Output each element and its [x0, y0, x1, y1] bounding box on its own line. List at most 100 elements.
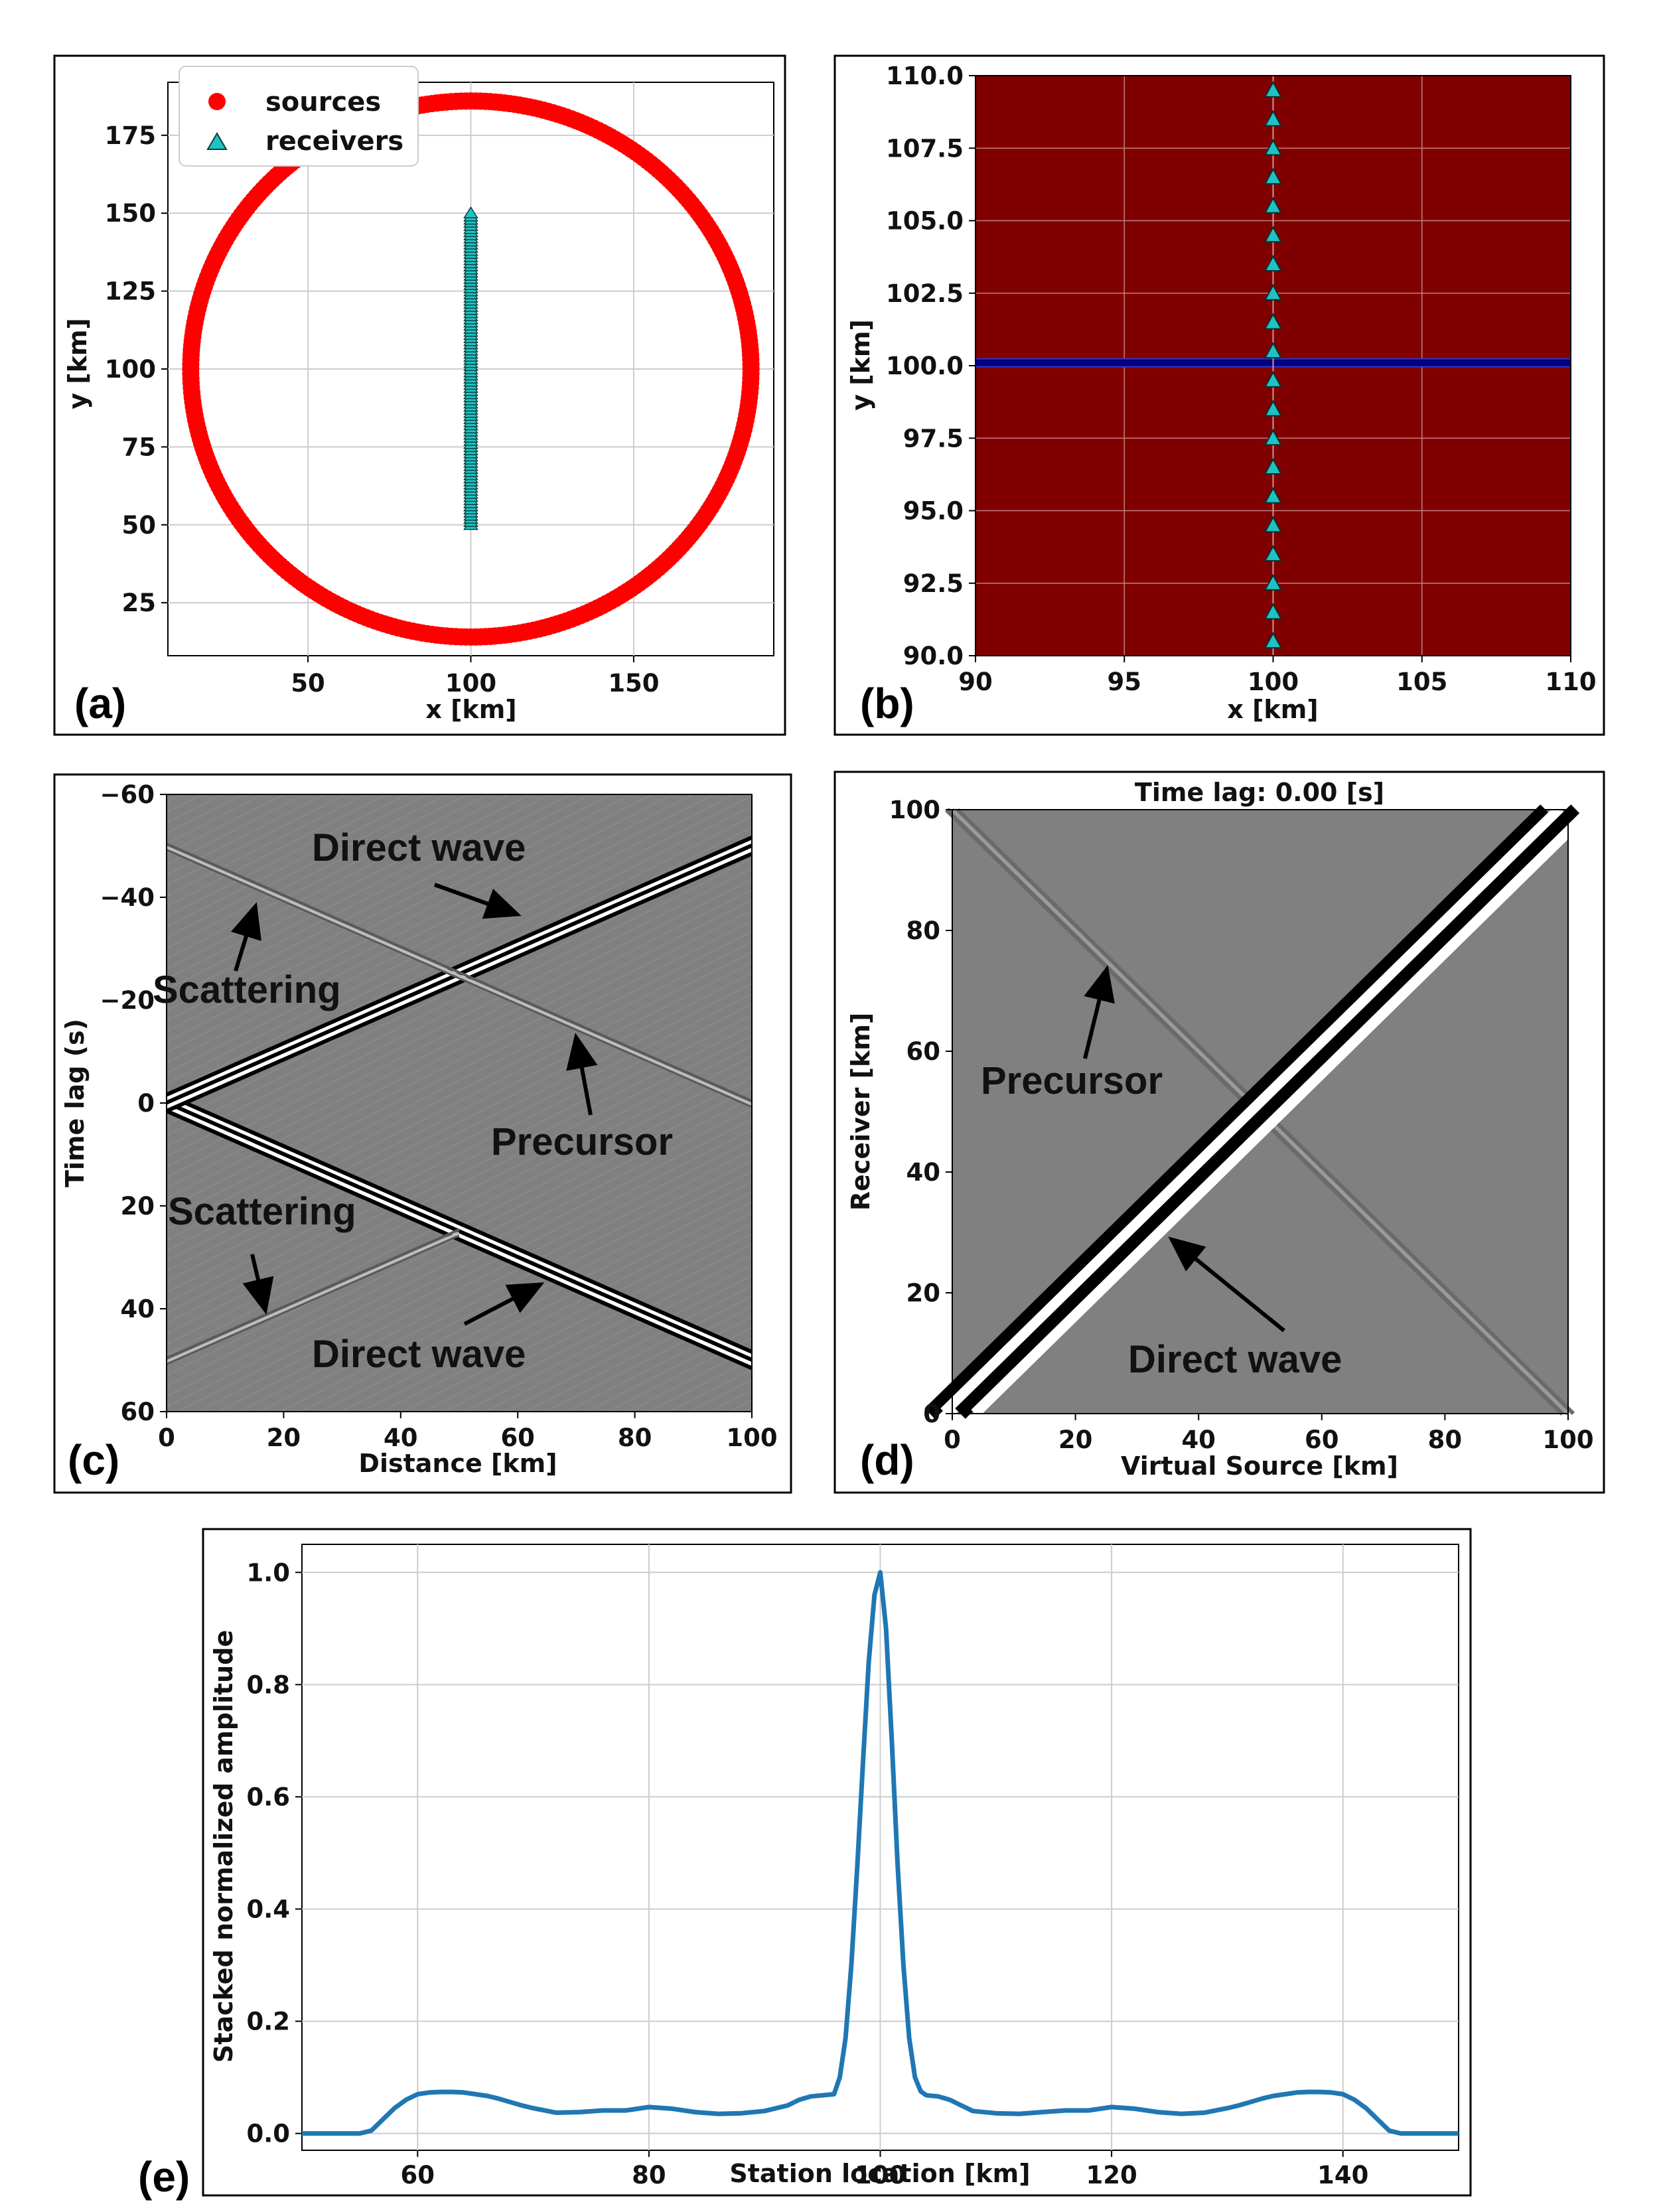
panel-e-xtick-label: 120 [1086, 2161, 1137, 2189]
panel-e: 60 80 100 120 140 0.0 0.2 0.4 0.6 0.8 1.0 Station … [138, 1528, 1472, 2201]
panel-a-xtick-label: 150 [608, 669, 659, 698]
receiver-point [1263, 429, 1283, 446]
panel-c-ytick-label: −20 [100, 986, 155, 1015]
panel-a-receivers-series [463, 206, 478, 530]
legend-receivers-marker [206, 132, 228, 150]
panel-c-arrow-scattering-top [231, 902, 261, 972]
panel-c-ytick-label: −60 [100, 780, 155, 809]
event-direct-causal [165, 1100, 753, 1363]
panel-e-xtick-label: 140 [1317, 2161, 1368, 2189]
panel-c-annotation-precursor: Precursor [491, 1120, 673, 1163]
receiver-point [1263, 516, 1283, 533]
panel-a-ticks: 50 100 150 25 50 75 100 125 150 175 [105, 121, 660, 698]
panel-b-xtick-label: 90 [958, 668, 993, 696]
panel-c-ylabel: Time lag (s) [60, 1019, 90, 1187]
receiver-point [1263, 167, 1283, 184]
panel-c-xtick-label: 40 [384, 1424, 418, 1452]
panel-b-xtick-label: 95 [1108, 668, 1142, 696]
panel-c-label: (c) [68, 1436, 119, 1484]
panel-b-ticks: 90 95 100 105 110 90.0 92.5 95.0 97.5 100.0 102.5 1… [886, 62, 1597, 696]
panel-c-xtick-label: 0 [158, 1424, 175, 1452]
panel-b-ylabel: y [km] [846, 319, 875, 411]
panel-c-xtick-label: 20 [267, 1424, 301, 1452]
panel-d-ytick-label: 100 [889, 796, 940, 824]
panel-c: 0 20 40 60 80 100 −60 −40 −20 0 20 40 60 Direct wave… [53, 773, 792, 1494]
panel-e-label: (e) [138, 2153, 190, 2201]
panel-b-ytick-label: 102.5 [886, 279, 964, 308]
panel-d-events [924, 804, 1595, 1419]
panel-c-ytick-label: −40 [100, 883, 155, 912]
event-direct-diagonal [924, 804, 1551, 1419]
receiver-point [1263, 486, 1283, 504]
panel-c-annotation-scattering-bottom: Scattering [168, 1190, 356, 1233]
panel-e-ytick-label: 0.4 [246, 1895, 290, 1923]
panel-d-title: Time lag: 0.00 [s] [1135, 778, 1384, 807]
panel-c-annotation-scattering-top: Scattering [153, 968, 341, 1011]
panel-c-annotation-direct-wave-top: Direct wave [312, 826, 526, 869]
receiver-point [1263, 313, 1283, 330]
panel-a-ytick-label: 25 [122, 589, 157, 617]
event-precursor [459, 971, 753, 1102]
panel-b: 90 95 100 105 110 90.0 92.5 95.0 97.5 100.0 102.5 1… [833, 54, 1605, 736]
event-scatter-acausal [166, 849, 460, 980]
panel-d-xtick-label: 60 [1305, 1426, 1339, 1454]
panel-e-ylabel: Stacked normalized amplitude [209, 1630, 238, 2063]
panel-d-arrow-direct [1168, 1236, 1285, 1333]
event-precursor [459, 974, 753, 1106]
panel-b-xtick-label: 105 [1396, 668, 1447, 696]
panel-c-ytick-label: 20 [121, 1192, 155, 1220]
panel-a-xtick-label: 100 [445, 669, 496, 698]
event-direct-diagonal [971, 806, 1595, 1418]
legend-sources-label: sources [265, 87, 381, 117]
event-direct-diagonal [955, 804, 1581, 1419]
panel-e-xtick-label: 100 [855, 2161, 906, 2189]
panel-e-xtick-label: 80 [632, 2161, 666, 2189]
receiver-point [1263, 196, 1283, 214]
panel-c-xlabel: Distance [km] [358, 1449, 557, 1478]
event-direct-acausal [165, 836, 753, 1098]
event-direct-acausal [165, 851, 753, 1113]
panel-a-legend [179, 66, 419, 167]
panel-d-arrow-precursor [1083, 965, 1115, 1059]
receiver-point [1263, 226, 1283, 243]
event-direct-causal [165, 1092, 753, 1355]
panel-a-xlabel: x [km] [425, 695, 516, 724]
panel-a-label: (a) [74, 680, 126, 727]
panel-a-ytick-label: 125 [105, 277, 156, 306]
receiver-point [1263, 544, 1283, 562]
event-direct-causal [165, 1109, 753, 1370]
panel-e-ytick-label: 0.2 [246, 2008, 290, 2036]
panel-c-arrow-scattering-bottom [242, 1254, 274, 1315]
receiver-point [1263, 110, 1283, 127]
panel-e-ytick-label: 0.0 [246, 2120, 290, 2148]
panel-b-ytick-label: 95.0 [903, 497, 964, 526]
panel-e-xlabel: Station location [km] [729, 2159, 1030, 2188]
panel-e-ytick-label: 1.0 [246, 1558, 290, 1587]
panel-b-ytick-label: 100.0 [886, 352, 964, 380]
panel-b-xtick-label: 110 [1545, 668, 1596, 696]
panel-c-arrow-direct-top [433, 883, 522, 919]
panel-d-ticks: 0 20 40 60 80 100 0 20 40 60 80 100 [889, 796, 1594, 1454]
receiver-point [1263, 632, 1283, 649]
receiver-point [1263, 400, 1283, 417]
panel-a-ytick-label: 75 [122, 433, 157, 461]
panel-d-annotation-precursor: Precursor [981, 1059, 1163, 1102]
panel-e-ytick-label: 0.8 [246, 1670, 290, 1699]
panel-d-xtick-label: 80 [1428, 1426, 1463, 1454]
panel-c-events [165, 836, 753, 1370]
panel-a-ytick-label: 100 [105, 355, 156, 384]
panel-d-annotation-direct-wave: Direct wave [1128, 1338, 1342, 1381]
panel-b-ytick-label: 97.5 [903, 424, 964, 453]
event-scatter-causal [166, 1231, 460, 1363]
receiver-point [1263, 254, 1283, 272]
panel-c-ytick-label: 40 [121, 1295, 155, 1323]
panel-d-label: (d) [860, 1436, 914, 1484]
panel-b-ytick-label: 90.0 [903, 642, 964, 670]
receiver-point [1263, 283, 1283, 301]
panel-c-xtick-label: 80 [618, 1424, 652, 1452]
panel-c-xtick-label: 100 [726, 1424, 777, 1452]
panel-d-xtick-label: 100 [1542, 1426, 1593, 1454]
panel-d-xtick-label: 0 [944, 1426, 961, 1454]
panel-b-xlabel: x [km] [1227, 695, 1318, 724]
